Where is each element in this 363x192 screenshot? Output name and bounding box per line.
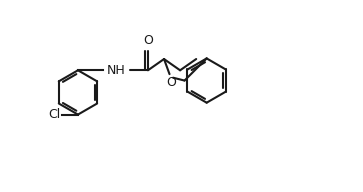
Text: NH: NH [107,64,126,77]
Text: O: O [166,76,176,89]
Text: Cl: Cl [49,108,61,121]
Text: O: O [143,34,153,47]
